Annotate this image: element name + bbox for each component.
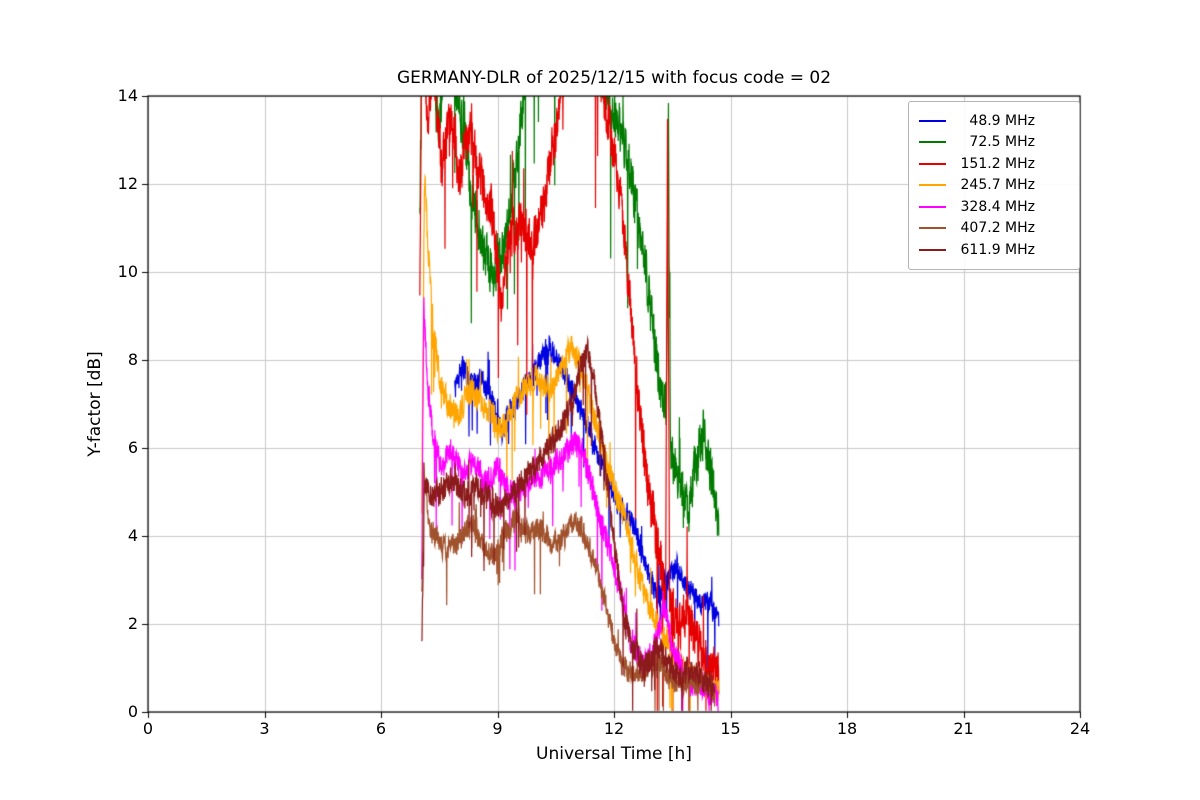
legend-line-sample	[919, 205, 946, 208]
x-tick-label: 15	[720, 719, 741, 738]
y-tick-label: 8	[127, 350, 138, 369]
x-tick-label: 12	[603, 719, 625, 738]
y-tick-label: 12	[117, 174, 138, 193]
x-tick-label: 18	[836, 719, 858, 738]
legend-label: 328.4 MHz	[960, 198, 1035, 215]
y-tick-label: 4	[127, 526, 138, 545]
legend-label: 151.2 MHz	[960, 155, 1035, 172]
legend-item: 245.7 MHz	[919, 175, 1069, 197]
legend-label: 611.9 MHz	[960, 241, 1035, 258]
legend-item: 611.9 MHz	[919, 239, 1069, 261]
legend-line-sample	[919, 119, 946, 122]
legend-line-sample	[919, 227, 946, 230]
legend-item: 72.5 MHz	[919, 132, 1069, 154]
legend-line-sample	[919, 184, 946, 187]
y-tick-label: 2	[127, 614, 138, 633]
legend-item: 407.2 MHz	[919, 218, 1069, 240]
legend-line-sample	[919, 248, 946, 251]
x-tick-label: 24	[1069, 719, 1091, 738]
legend-item: 151.2 MHz	[919, 153, 1069, 175]
legend-item: 48.9 MHz	[919, 110, 1069, 132]
legend-label: 407.2 MHz	[960, 220, 1035, 237]
legend-label: 72.5 MHz	[969, 134, 1035, 151]
legend-item: 328.4 MHz	[919, 196, 1069, 218]
x-tick-label: 0	[142, 719, 154, 738]
legend: 48.9 MHz 72.5 MHz 151.2 MHz 245.7 MHz 328.4 …	[908, 101, 1080, 270]
x-tick-label: 21	[953, 719, 974, 738]
legend-line-sample	[919, 141, 946, 144]
x-tick-label: 9	[492, 719, 503, 738]
y-tick-label: 0	[127, 702, 138, 721]
x-tick-label: 6	[375, 719, 387, 738]
legend-line-sample	[919, 162, 946, 165]
legend-items: 48.9 MHz 72.5 MHz 151.2 MHz 245.7 MHz 328.4 …	[919, 110, 1069, 261]
x-tick-label: 3	[259, 719, 270, 738]
y-tick-label: 14	[117, 86, 138, 105]
y-tick-label: 6	[127, 438, 138, 457]
legend-label: 245.7 MHz	[960, 177, 1035, 194]
x-axis-label: Universal Time [h]	[536, 744, 692, 764]
legend-label: 48.9 MHz	[969, 112, 1035, 129]
y-tick-label: 10	[117, 262, 138, 281]
chart-title: GERMANY-DLR of 2025/12/15 with focus cod…	[396, 68, 832, 88]
